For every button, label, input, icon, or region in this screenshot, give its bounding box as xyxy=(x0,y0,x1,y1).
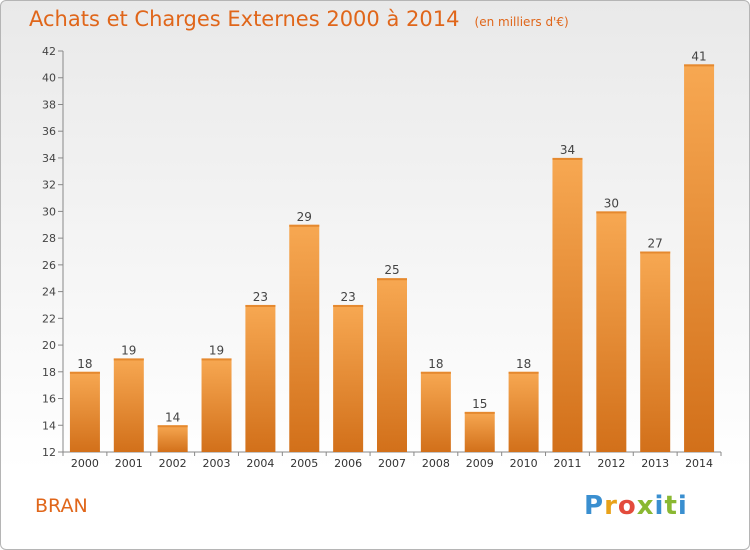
bar-top-edge xyxy=(508,371,539,374)
y-tick-label: 30 xyxy=(42,205,56,218)
data-label: 18 xyxy=(77,357,92,371)
bar-top-edge xyxy=(552,157,583,160)
x-tick-label: 2001 xyxy=(115,457,143,470)
data-label: 29 xyxy=(297,210,312,224)
y-tick-label: 24 xyxy=(42,286,56,299)
bar xyxy=(377,278,407,452)
bar-top-edge xyxy=(69,371,100,374)
x-tick-label: 2002 xyxy=(159,457,187,470)
location-label: BRAN xyxy=(35,495,88,517)
bar xyxy=(596,211,627,452)
x-tick-label: 2003 xyxy=(203,457,231,470)
axes: 12 14 16 18 20 22 24 26 28 30 32 34 36 38 40 42 2000 2001… xyxy=(42,45,722,470)
bar xyxy=(245,304,276,452)
y-tick-label: 28 xyxy=(42,232,56,245)
data-label: 25 xyxy=(384,263,399,277)
y-tick-label: 32 xyxy=(42,179,56,192)
data-label: 34 xyxy=(560,143,575,157)
y-tick-label: 14 xyxy=(42,419,56,432)
bar xyxy=(289,224,320,452)
bar xyxy=(552,157,583,452)
data-label: 23 xyxy=(340,290,355,304)
x-tick-label: 2014 xyxy=(685,457,713,470)
y-tick-label: 42 xyxy=(42,45,56,58)
x-tick-label: 2000 xyxy=(71,457,99,470)
y-tick-label: 18 xyxy=(42,366,56,379)
bar xyxy=(464,411,495,452)
bar-top-edge xyxy=(640,251,671,254)
bar-top-edge xyxy=(684,64,715,67)
data-labels: 18 19 14 19 23 29 23 25 18 15 18 34 30 27 41 xyxy=(77,49,706,424)
x-tick-label: 2013 xyxy=(641,457,669,470)
bar xyxy=(333,304,364,452)
data-label: 30 xyxy=(604,196,619,210)
bar-top-edge xyxy=(113,358,144,361)
x-tick-label: 2008 xyxy=(422,457,450,470)
y-tick-label: 20 xyxy=(42,339,56,352)
data-label: 19 xyxy=(121,343,136,357)
data-label: 15 xyxy=(472,397,487,411)
bar xyxy=(684,64,715,452)
bar xyxy=(201,358,232,452)
bar-top-edge xyxy=(201,358,232,361)
x-tick-label: 2012 xyxy=(597,457,625,470)
bar xyxy=(69,371,100,452)
bar-top-edge xyxy=(464,411,495,414)
data-label: 27 xyxy=(648,237,663,251)
x-tick-label: 2006 xyxy=(334,457,362,470)
y-tick-label: 34 xyxy=(42,152,56,165)
data-label: 18 xyxy=(428,357,443,371)
bar-top-edge xyxy=(596,211,627,214)
bar xyxy=(640,251,671,452)
bar xyxy=(508,371,539,452)
brand-logo[interactable]: Proxiti xyxy=(584,491,688,521)
data-label: 19 xyxy=(209,343,224,357)
chart-header: Achats et Charges Externes 2000 à 2014 (… xyxy=(29,7,569,31)
bar-top-edge xyxy=(333,304,364,307)
y-tick-label: 38 xyxy=(42,98,56,111)
bar xyxy=(157,425,188,452)
bar xyxy=(113,358,144,452)
bar xyxy=(420,371,451,452)
data-label: 14 xyxy=(165,410,180,424)
y-tick-label: 36 xyxy=(42,125,56,138)
x-tick-label: 2010 xyxy=(510,457,538,470)
data-label: 18 xyxy=(516,357,531,371)
bar-top-edge xyxy=(245,304,276,307)
bar-top-edge xyxy=(377,278,407,281)
x-tick-label: 2009 xyxy=(466,457,494,470)
y-tick-label: 26 xyxy=(42,259,56,272)
bar-top-edge xyxy=(289,224,320,227)
bar-top-edge xyxy=(420,371,451,374)
data-label: 41 xyxy=(691,49,706,63)
y-tick-label: 16 xyxy=(42,393,56,406)
x-tick-label: 2007 xyxy=(378,457,406,470)
y-tick-label: 40 xyxy=(42,72,56,85)
x-tick-label: 2004 xyxy=(246,457,274,470)
x-tick-label: 2011 xyxy=(553,457,581,470)
y-tick-label: 22 xyxy=(42,312,56,325)
y-tick-label: 12 xyxy=(42,446,56,459)
chart-subtitle: (en milliers d'€) xyxy=(474,15,569,29)
bars xyxy=(69,64,715,452)
data-label: 23 xyxy=(253,290,268,304)
chart-title: Achats et Charges Externes 2000 à 2014 xyxy=(29,7,460,31)
x-tick-label: 2005 xyxy=(290,457,318,470)
bar-top-edge xyxy=(157,425,188,428)
